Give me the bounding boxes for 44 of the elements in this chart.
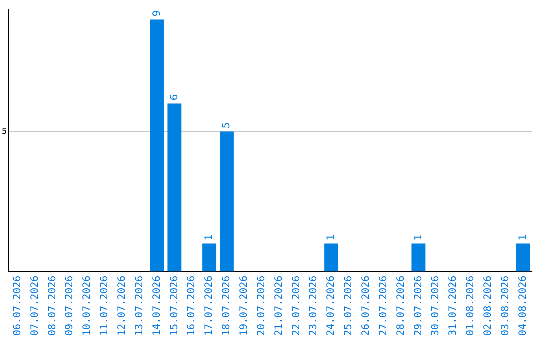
x-tick-label: 18.07.2026	[222, 276, 233, 336]
bar	[516, 244, 530, 272]
x-tick-label: 08.07.2026	[47, 276, 58, 336]
x-tick-label: 02.08.2026	[483, 276, 494, 336]
x-tick-label: 17.07.2026	[204, 276, 216, 336]
bar	[168, 104, 182, 272]
x-tick-label: 29.07.2026	[413, 276, 424, 336]
x-tick-label: 07.07.2026	[30, 276, 41, 336]
x-tick-label: 25.07.2026	[344, 276, 355, 336]
x-tick-label: 14.07.2026	[152, 276, 163, 336]
x-tick-label: 24.07.2026	[326, 276, 338, 336]
bar	[220, 132, 234, 272]
x-tick-label: 03.08.2026	[500, 276, 512, 336]
x-tick-label: 09.07.2026	[64, 276, 76, 336]
x-tick-label: 16.07.2026	[186, 276, 198, 336]
x-tick-label: 20.07.2026	[256, 276, 268, 336]
x-tick-label: 30.07.2026	[430, 276, 442, 336]
x-tick-label: 26.07.2026	[361, 276, 372, 336]
x-tick-label: 23.07.2026	[308, 276, 320, 336]
data-label: 1	[326, 234, 338, 241]
bar	[150, 20, 164, 272]
x-tick-label: 15.07.2026	[169, 276, 180, 336]
x-tick-label: 19.07.2026	[238, 276, 250, 336]
x-tick-label: 12.07.2026	[116, 276, 128, 336]
bar	[202, 244, 217, 272]
bar	[412, 244, 426, 272]
x-tick-label: 31.07.2026	[448, 276, 460, 336]
bar	[324, 244, 339, 272]
data-label: 5	[222, 122, 233, 129]
x-tick-label: 13.07.2026	[134, 276, 146, 336]
data-label: 1	[413, 234, 424, 241]
x-tick-label: 22.07.2026	[291, 276, 302, 336]
x-tick-label: 28.07.2026	[396, 276, 407, 336]
x-tick-label: 21.07.2026	[274, 276, 285, 336]
data-label: 6	[169, 94, 180, 101]
x-tick-label: 11.07.2026	[100, 276, 111, 336]
data-label: 1	[518, 234, 529, 241]
x-tick-label: 10.07.2026	[82, 276, 94, 336]
x-tick-label: 01.08.2026	[466, 276, 477, 336]
x-tick-label: 06.07.2026	[12, 276, 24, 336]
x-tick-label: 27.07.2026	[378, 276, 390, 336]
data-label: 9	[152, 10, 163, 17]
data-label: 1	[204, 234, 216, 241]
x-tick-label: 04.08.2026	[518, 276, 529, 336]
